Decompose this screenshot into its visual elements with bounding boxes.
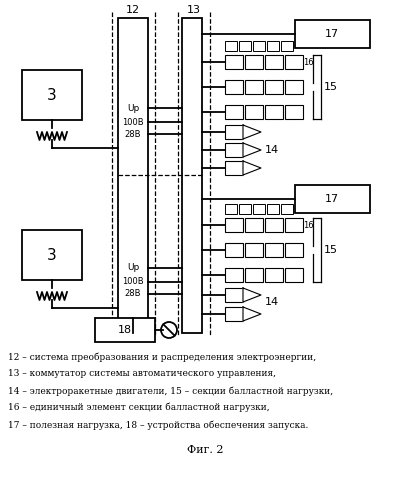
Text: Фиг. 2: Фиг. 2	[187, 445, 223, 455]
Bar	[267, 204, 279, 214]
Text: 28В: 28В	[125, 289, 141, 298]
Text: 13: 13	[187, 5, 201, 15]
Text: 14 – электроракетные двигатели, 15 – секции балластной нагрузки,: 14 – электроракетные двигатели, 15 – сек…	[8, 386, 333, 396]
Text: 17: 17	[325, 29, 339, 39]
Text: 15: 15	[324, 245, 338, 255]
Bar	[225, 243, 243, 257]
Text: 3: 3	[47, 87, 57, 102]
Bar	[225, 80, 243, 94]
Text: 16 – единичный элемент секции балластной нагрузки,: 16 – единичный элемент секции балластной…	[8, 403, 270, 413]
Bar	[118, 18, 148, 333]
Polygon shape	[243, 307, 261, 321]
Bar	[295, 20, 370, 48]
Text: 16: 16	[303, 57, 314, 66]
Bar	[225, 307, 243, 321]
Bar	[182, 18, 202, 333]
Text: 18: 18	[118, 325, 132, 335]
Bar	[253, 204, 265, 214]
Bar	[265, 268, 283, 282]
Bar	[225, 204, 237, 214]
Bar	[225, 161, 243, 175]
Polygon shape	[243, 143, 261, 157]
Text: 14: 14	[265, 145, 279, 155]
Text: 100В: 100В	[122, 117, 144, 127]
Text: 3: 3	[47, 248, 57, 262]
Bar	[22, 230, 82, 280]
Bar	[245, 243, 263, 257]
Bar	[245, 268, 263, 282]
Bar	[281, 41, 293, 51]
Bar	[265, 55, 283, 69]
Bar	[239, 41, 251, 51]
Bar	[245, 218, 263, 232]
Bar	[225, 41, 237, 51]
Bar	[225, 288, 243, 302]
Polygon shape	[243, 288, 261, 302]
Bar	[285, 80, 303, 94]
Bar	[225, 125, 243, 139]
Text: Up: Up	[127, 103, 139, 112]
Text: Up: Up	[127, 263, 139, 272]
Text: 15: 15	[324, 82, 338, 92]
Bar	[239, 204, 251, 214]
Text: 16: 16	[303, 221, 314, 230]
Bar	[285, 55, 303, 69]
Bar	[285, 268, 303, 282]
Bar	[225, 218, 243, 232]
Text: 17: 17	[325, 194, 339, 204]
Bar	[245, 80, 263, 94]
Bar	[295, 185, 370, 213]
Text: 17 – полезная нагрузка, 18 – устройства обеспечения запуска.: 17 – полезная нагрузка, 18 – устройства …	[8, 420, 308, 430]
Polygon shape	[243, 161, 261, 175]
Bar	[95, 318, 155, 342]
Text: 14: 14	[265, 297, 279, 307]
Bar	[265, 243, 283, 257]
Text: 100В: 100В	[122, 277, 144, 286]
Bar	[225, 55, 243, 69]
Bar	[265, 80, 283, 94]
Text: 28В: 28В	[125, 130, 141, 139]
Bar	[245, 55, 263, 69]
Bar	[285, 218, 303, 232]
Text: 12: 12	[126, 5, 140, 15]
Bar	[281, 204, 293, 214]
Text: 13 – коммутатор системы автоматического управления,: 13 – коммутатор системы автоматического …	[8, 369, 276, 378]
Bar	[285, 105, 303, 119]
Bar	[285, 243, 303, 257]
Text: 12 – система преобразования и распределения электроэнергии,: 12 – система преобразования и распределе…	[8, 352, 316, 361]
Bar	[225, 105, 243, 119]
Bar	[22, 70, 82, 120]
Bar	[265, 105, 283, 119]
Bar	[253, 41, 265, 51]
Bar	[245, 105, 263, 119]
Bar	[225, 268, 243, 282]
Bar	[265, 218, 283, 232]
Polygon shape	[243, 125, 261, 139]
Bar	[267, 41, 279, 51]
Bar	[225, 143, 243, 157]
